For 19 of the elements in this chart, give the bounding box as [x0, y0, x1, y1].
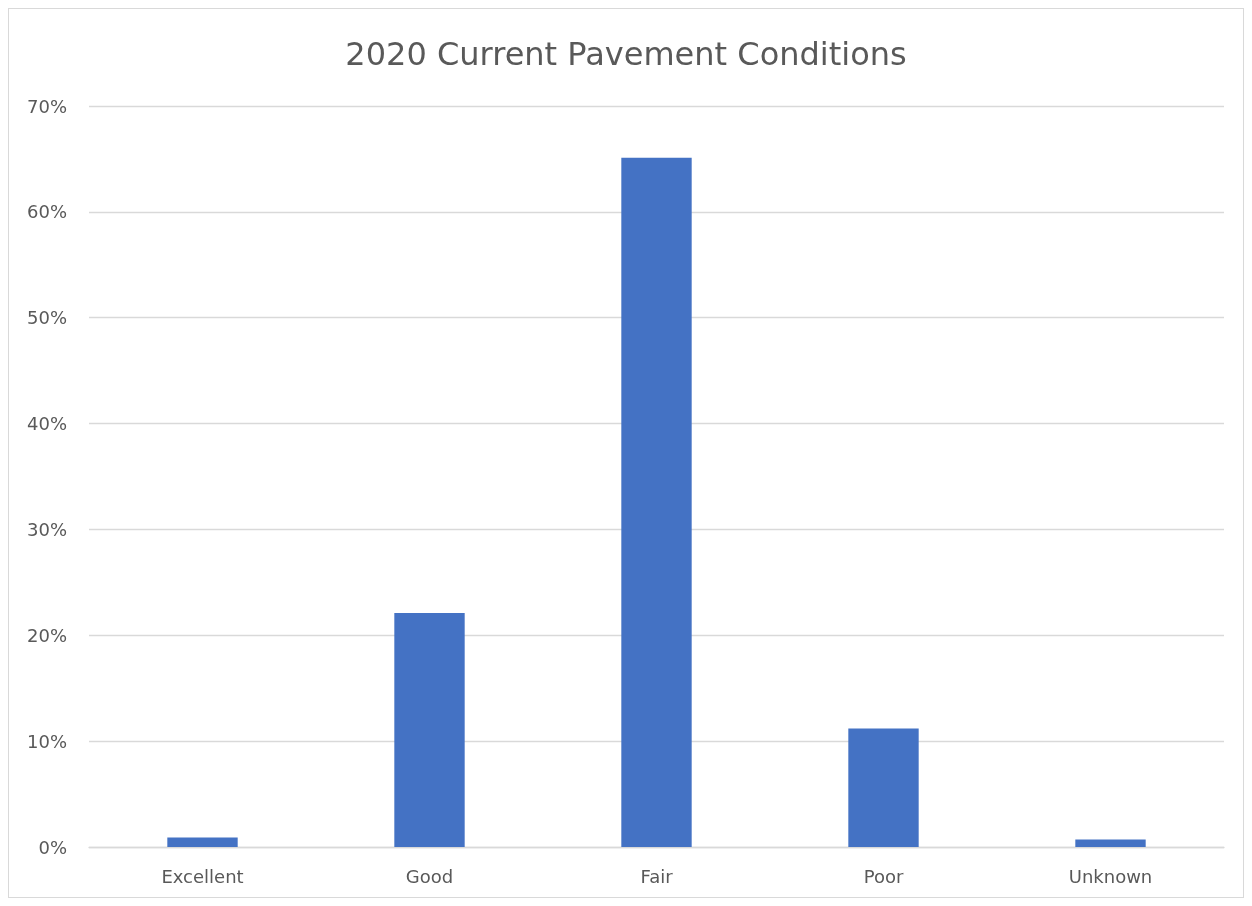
bar: [394, 613, 465, 847]
x-tick-label: Fair: [640, 865, 674, 887]
bar: [167, 837, 238, 847]
bar: [1075, 839, 1146, 847]
y-tick-label: 10%: [26, 730, 67, 752]
x-tick-label: Unknown: [1068, 865, 1153, 887]
y-tick-label: 20%: [26, 624, 67, 646]
chart-title: 2020 Current Pavement Conditions: [345, 35, 907, 73]
y-tick-label: 50%: [26, 307, 67, 329]
x-tick-label: Good: [405, 865, 454, 887]
y-tick-label: 30%: [26, 518, 67, 540]
bar: [621, 157, 692, 847]
x-tick-label: Excellent: [161, 865, 244, 887]
y-tick-label: 40%: [26, 413, 67, 435]
x-tick-label: Poor: [863, 865, 904, 887]
bar: [848, 728, 919, 847]
y-tick-label: 0%: [38, 836, 67, 858]
y-tick-label: 70%: [26, 95, 67, 117]
y-tick-label: 60%: [26, 201, 67, 223]
